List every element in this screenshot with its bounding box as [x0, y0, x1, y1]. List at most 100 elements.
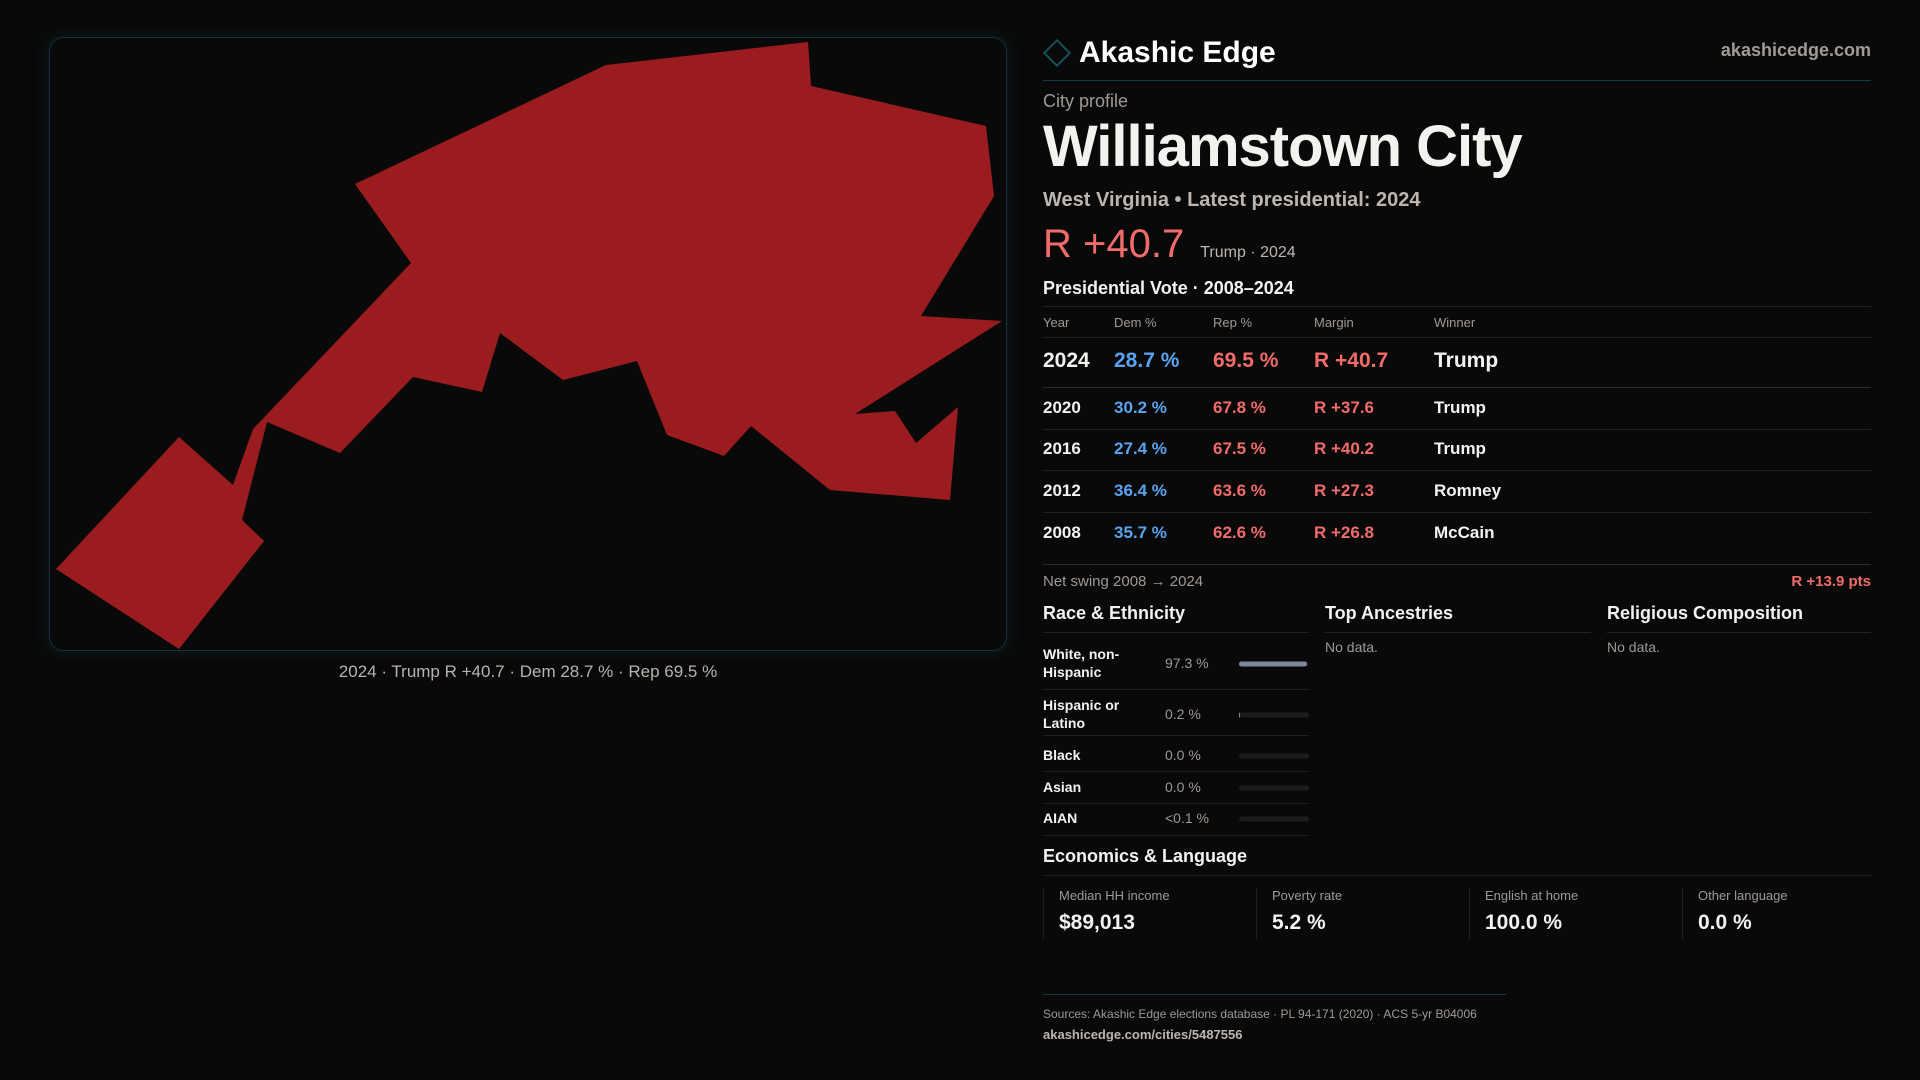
divider: [1043, 512, 1871, 513]
col-margin: Margin: [1314, 315, 1354, 330]
vote-row: 2020 30.2 % 67.8 % R +37.6 Trump: [1043, 398, 1871, 417]
brand-logo[interactable]: Akashic Edge: [1042, 36, 1871, 70]
divider: [1607, 632, 1871, 633]
divider: [1043, 771, 1309, 772]
divider: [1043, 428, 1871, 430]
page-subtitle: West Virginia • Latest presidential: 202…: [1043, 189, 1421, 211]
net-swing-label: Net swing 2008 → 2024: [1043, 573, 1204, 590]
cell-rep-pct: 69.5 %: [1213, 349, 1279, 372]
site-link[interactable]: akashicedge.com: [1720, 40, 1871, 60]
stat-card: Median HH income $89,013: [1043, 888, 1256, 940]
cell-year: 2012: [1043, 481, 1081, 500]
cell-margin: R +27.3: [1314, 481, 1375, 500]
cell-dem-pct: 36.4 %: [1114, 481, 1167, 500]
stat-value: 100.0 %: [1485, 911, 1563, 934]
divider: [1043, 337, 1871, 338]
stat-label: Poverty rate: [1272, 888, 1343, 903]
col-winner: Winner: [1434, 315, 1476, 330]
race-bar: [1239, 785, 1309, 791]
race-value: 0.0 %: [1165, 747, 1201, 763]
divider: [1043, 387, 1871, 388]
race-name: Hispanic or Latino: [1043, 697, 1120, 731]
stat-value: 5.2 %: [1272, 911, 1326, 934]
page-kicker: City profile: [1043, 91, 1129, 111]
divider: [1043, 802, 1309, 804]
footer-divider: [1043, 994, 1506, 995]
cell-margin: R +40.2: [1314, 439, 1375, 458]
cell-rep-pct: 63.6 %: [1213, 481, 1266, 500]
cell-margin: R +26.8: [1314, 523, 1375, 542]
race-name: White, non-Hispanic: [1043, 646, 1120, 680]
page-title: Williamstown City: [1043, 114, 1523, 179]
vote-row: 2008 35.7 % 62.6 % R +26.8 McCain: [1043, 523, 1871, 542]
cell-margin: R +37.6: [1314, 398, 1375, 417]
race-bar: [1239, 712, 1309, 718]
stat-label: Median HH income: [1059, 888, 1170, 903]
stat-card: English at home 100.0 %: [1469, 888, 1682, 940]
vote-row: 2024 28.7 % 69.5 % R +40.7 Trump: [1043, 349, 1871, 372]
divider: [1043, 306, 1871, 307]
race-value: 0.0 %: [1165, 779, 1201, 795]
vote-row: 2012 36.4 % 63.6 % R +27.3 Romney: [1043, 481, 1871, 500]
cell-year: 2020: [1043, 398, 1081, 417]
col-year: Year: [1043, 315, 1070, 330]
race-value: 0.2 %: [1165, 706, 1201, 722]
ancestries-title: Top Ancestries: [1325, 603, 1454, 623]
sources-text: Sources: Akashic Edge elections database…: [1043, 1007, 1477, 1021]
cell-rep-pct: 67.8 %: [1213, 398, 1266, 417]
cell-dem-pct: 28.7 %: [1114, 349, 1180, 372]
stat-card: Poverty rate 5.2 %: [1256, 888, 1469, 940]
cell-dem-pct: 35.7 %: [1114, 523, 1167, 542]
cell-rep-pct: 62.6 %: [1213, 523, 1266, 542]
race-bar-fill: [1239, 661, 1308, 667]
cell-year: 2008: [1043, 523, 1081, 542]
cell-dem-pct: 27.4 %: [1114, 439, 1167, 458]
cell-year: 2016: [1043, 439, 1081, 458]
race-bar: [1239, 661, 1309, 667]
latest-margin-value: R +40.7: [1043, 222, 1185, 266]
page-url[interactable]: akashicedge.com/cities/5487556: [1043, 1027, 1243, 1042]
latest-margin-sub: Trump · 2024: [1200, 244, 1296, 261]
stat-value: $89,013: [1059, 911, 1135, 934]
race-bar: [1239, 816, 1309, 822]
divider: [1043, 470, 1871, 471]
divider: [1043, 734, 1309, 736]
stat-label: Other language: [1698, 888, 1788, 903]
race-name: AIAN: [1043, 810, 1078, 826]
map-caption: 2024 · Trump R +40.7 · Dem 28.7 % · Rep …: [338, 662, 718, 681]
race-value: 97.3 %: [1165, 655, 1209, 671]
econ-title: Economics & Language: [1043, 846, 1248, 866]
cell-winner: Trump: [1434, 349, 1499, 372]
diamond-icon: [1042, 38, 1072, 68]
cell-winner: Trump: [1434, 398, 1486, 417]
divider: [1043, 835, 1309, 836]
cell-year: 2024: [1043, 349, 1090, 372]
cell-margin: R +40.7: [1314, 349, 1389, 372]
brand-name: Akashic Edge: [1079, 36, 1276, 69]
race-name: Black: [1043, 747, 1081, 763]
vote-row: 2016 27.4 % 67.5 % R +40.2 Trump: [1043, 439, 1871, 458]
net-swing-value: R +13.9 pts: [1791, 573, 1871, 590]
divider: [1043, 632, 1309, 633]
stat-value: 0.0 %: [1698, 911, 1752, 934]
race-title: Race & Ethnicity: [1043, 603, 1186, 623]
divider: [1043, 564, 1871, 565]
cell-winner: McCain: [1434, 523, 1495, 542]
race-bar: [1239, 753, 1309, 759]
race-value: <0.1 %: [1165, 810, 1209, 826]
latest-margin: R +40.7 Trump · 2024: [1043, 222, 1871, 267]
divider: [1325, 632, 1591, 633]
cell-rep-pct: 67.5 %: [1213, 439, 1266, 458]
col-dem: Dem %: [1114, 315, 1157, 330]
religion-title: Religious Composition: [1607, 603, 1803, 623]
religion-empty: No data.: [1607, 639, 1660, 655]
vote-section-title: Presidential Vote · 2008–2024: [1043, 278, 1294, 298]
header-divider: [1043, 80, 1871, 81]
map-panel[interactable]: [49, 37, 1007, 651]
col-rep: Rep %: [1213, 315, 1253, 330]
divider: [1043, 688, 1309, 690]
cell-dem-pct: 30.2 %: [1114, 398, 1167, 417]
stat-label: English at home: [1485, 888, 1579, 903]
cell-winner: Trump: [1434, 439, 1486, 458]
ancestries-empty: No data.: [1325, 639, 1378, 655]
